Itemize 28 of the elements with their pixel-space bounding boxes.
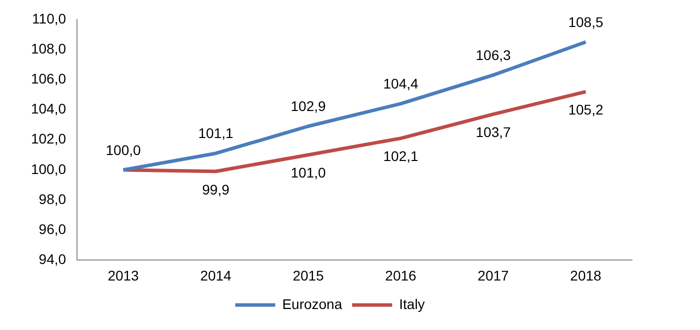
x-tick-label: 2013 bbox=[108, 267, 140, 284]
legend-label: Italy bbox=[399, 296, 425, 312]
data-label: 100,0 bbox=[106, 142, 142, 158]
y-tick-label: 98,0 bbox=[38, 190, 66, 207]
data-label: 101,1 bbox=[198, 125, 234, 142]
data-label: 102,1 bbox=[383, 148, 418, 164]
y-tick-label: 102,0 bbox=[30, 130, 66, 147]
y-tick-label: 108,0 bbox=[30, 40, 66, 56]
x-tick-label: 2018 bbox=[570, 267, 602, 284]
data-label: 99,9 bbox=[202, 181, 230, 198]
legend-label: Eurozona bbox=[282, 296, 342, 312]
y-tick-label: 104,0 bbox=[30, 100, 66, 117]
x-tick-label: 2016 bbox=[385, 267, 417, 284]
data-label: 101,0 bbox=[290, 164, 326, 181]
x-tick-label: 2017 bbox=[478, 267, 510, 284]
data-label: 103,7 bbox=[476, 124, 511, 140]
data-label: 105,2 bbox=[568, 102, 604, 118]
data-label: 108,5 bbox=[568, 14, 604, 30]
x-tick-label: 2015 bbox=[292, 267, 324, 284]
y-tick-label: 100,0 bbox=[30, 160, 66, 177]
y-tick-label: 110,0 bbox=[32, 10, 66, 26]
x-tick-label: 2014 bbox=[200, 267, 232, 284]
data-label: 102,9 bbox=[290, 98, 326, 114]
data-label: 106,3 bbox=[476, 46, 511, 63]
y-tick-label: 96,0 bbox=[38, 220, 66, 237]
data-label: 104,4 bbox=[383, 76, 418, 92]
y-tick-label: 94,0 bbox=[38, 251, 66, 268]
y-tick-label: 106,0 bbox=[30, 70, 66, 86]
